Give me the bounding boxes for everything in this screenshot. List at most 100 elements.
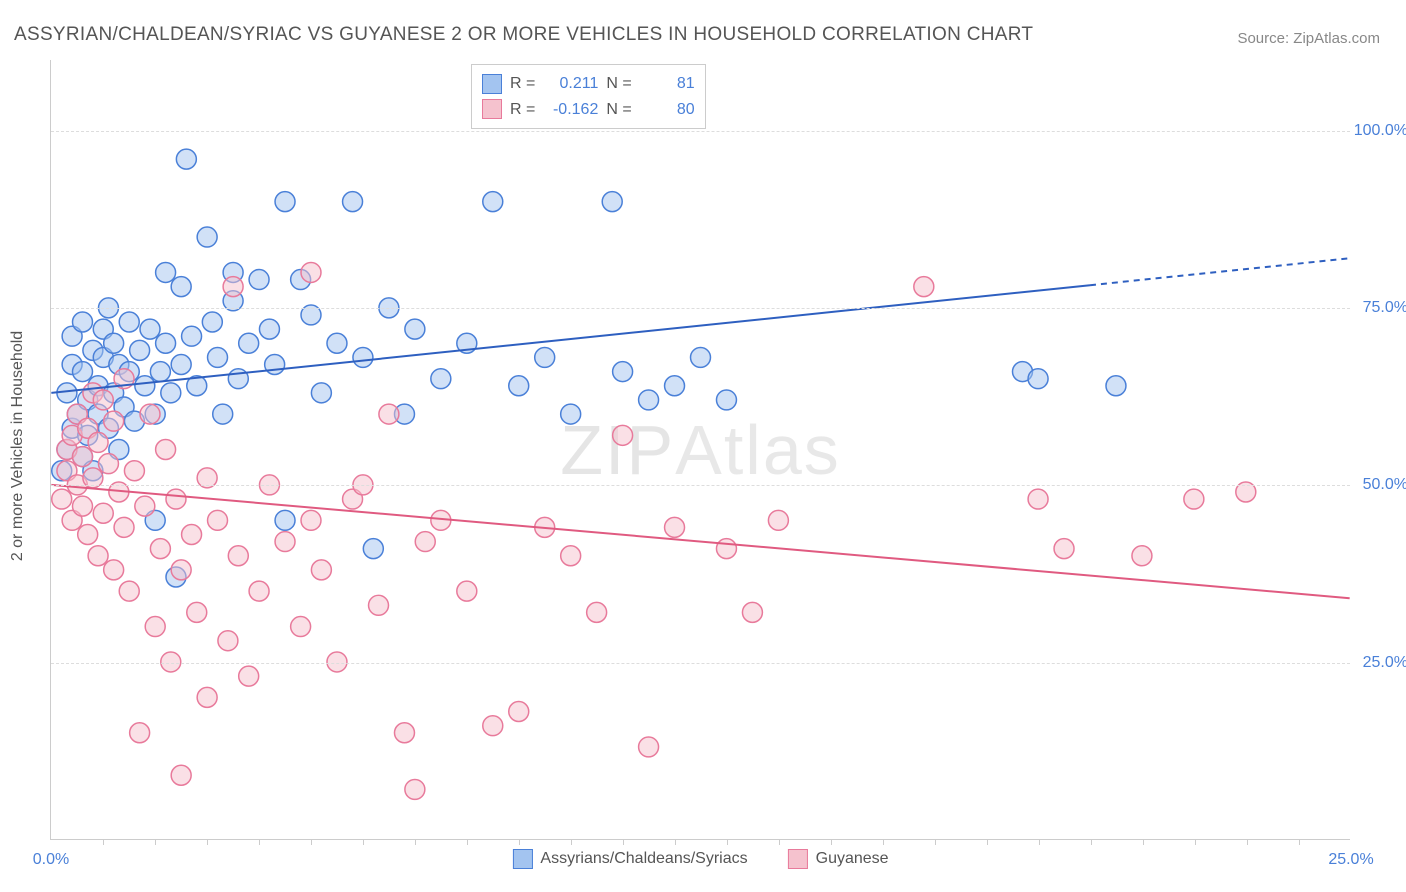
scatter-point <box>509 376 529 396</box>
scatter-point <box>171 560 191 580</box>
n-label-b: N = <box>606 97 631 123</box>
r-value-b: -0.162 <box>543 97 598 123</box>
x-tick-mark <box>363 839 364 845</box>
n-value-a: 81 <box>640 71 695 97</box>
scatter-point <box>1184 489 1204 509</box>
scatter-point <box>1054 539 1074 559</box>
stats-row-a: R = 0.211 N = 81 <box>482 71 695 97</box>
grid-line <box>51 485 1350 486</box>
scatter-point <box>239 666 259 686</box>
scatter-point <box>742 602 762 622</box>
scatter-svg <box>51 60 1350 839</box>
scatter-point <box>394 723 414 743</box>
x-tick-mark <box>519 839 520 845</box>
scatter-point <box>104 560 124 580</box>
scatter-point <box>161 383 181 403</box>
legend-swatch-b <box>788 849 808 869</box>
legend-label-a: Assyrians/Chaldeans/Syriacs <box>540 850 747 868</box>
swatch-series-b <box>482 99 502 119</box>
scatter-point <box>691 347 711 367</box>
plot-area: ZIPAtlas R = 0.211 N = 81 R = -0.162 N =… <box>50 60 1350 840</box>
scatter-point <box>716 390 736 410</box>
scatter-point <box>73 362 93 382</box>
scatter-point <box>1106 376 1126 396</box>
y-tick-label: 25.0% <box>1363 654 1406 672</box>
scatter-point <box>119 312 139 332</box>
trend-line <box>51 285 1090 393</box>
scatter-point <box>93 390 113 410</box>
scatter-point <box>327 333 347 353</box>
scatter-point <box>78 524 98 544</box>
scatter-point <box>665 376 685 396</box>
scatter-point <box>197 227 217 247</box>
n-label: N = <box>606 71 631 97</box>
scatter-point <box>171 765 191 785</box>
scatter-point <box>1132 546 1152 566</box>
scatter-point <box>202 312 222 332</box>
scatter-point <box>639 737 659 757</box>
scatter-point <box>1028 489 1048 509</box>
scatter-point <box>228 369 248 389</box>
x-tick-mark <box>311 839 312 845</box>
n-value-b: 80 <box>640 97 695 123</box>
scatter-point <box>182 524 202 544</box>
scatter-point <box>301 510 321 530</box>
scatter-point <box>208 347 228 367</box>
r-label-b: R = <box>510 97 535 123</box>
scatter-point <box>140 319 160 339</box>
scatter-point <box>369 595 389 615</box>
scatter-point <box>239 333 259 353</box>
y-tick-label: 50.0% <box>1363 476 1406 494</box>
grid-line <box>51 308 1350 309</box>
scatter-point <box>275 192 295 212</box>
scatter-point <box>213 404 233 424</box>
scatter-point <box>587 602 607 622</box>
chart-title: ASSYRIAN/CHALDEAN/SYRIAC VS GUYANESE 2 O… <box>14 24 1033 46</box>
scatter-point <box>275 532 295 552</box>
scatter-point <box>249 581 269 601</box>
legend-item-b: Guyanese <box>788 849 889 869</box>
scatter-point <box>301 262 321 282</box>
scatter-point <box>483 192 503 212</box>
scatter-point <box>509 702 529 722</box>
x-tick-mark <box>935 839 936 845</box>
scatter-point <box>52 489 72 509</box>
scatter-point <box>171 277 191 297</box>
x-tick-mark <box>1143 839 1144 845</box>
y-tick-label: 75.0% <box>1363 299 1406 317</box>
swatch-series-a <box>482 74 502 94</box>
scatter-point <box>914 277 934 297</box>
x-tick-mark <box>207 839 208 845</box>
scatter-point <box>1028 369 1048 389</box>
scatter-point <box>363 539 383 559</box>
x-tick-mark <box>831 839 832 845</box>
scatter-point <box>223 277 243 297</box>
x-tick-mark <box>1195 839 1196 845</box>
source-label: Source: ZipAtlas.com <box>1237 30 1380 47</box>
x-tick-mark <box>1039 839 1040 845</box>
grid-line <box>51 131 1350 132</box>
scatter-point <box>431 369 451 389</box>
scatter-point <box>130 340 150 360</box>
scatter-point <box>187 602 207 622</box>
legend-swatch-a <box>512 849 532 869</box>
trend-line-dashed <box>1090 258 1350 285</box>
stats-box: R = 0.211 N = 81 R = -0.162 N = 80 <box>471 64 706 129</box>
scatter-point <box>197 687 217 707</box>
scatter-point <box>98 454 118 474</box>
scatter-point <box>119 581 139 601</box>
x-tick-mark <box>987 839 988 845</box>
scatter-point <box>639 390 659 410</box>
x-tick-mark <box>779 839 780 845</box>
scatter-point <box>88 546 108 566</box>
scatter-point <box>156 333 176 353</box>
x-tick-mark <box>1091 839 1092 845</box>
scatter-point <box>716 539 736 559</box>
scatter-point <box>150 362 170 382</box>
scatter-point <box>483 716 503 736</box>
x-tick-mark <box>623 839 624 845</box>
trend-line <box>51 485 1349 598</box>
scatter-point <box>73 312 93 332</box>
scatter-point <box>228 546 248 566</box>
chart-container: ASSYRIAN/CHALDEAN/SYRIAC VS GUYANESE 2 O… <box>0 0 1406 892</box>
